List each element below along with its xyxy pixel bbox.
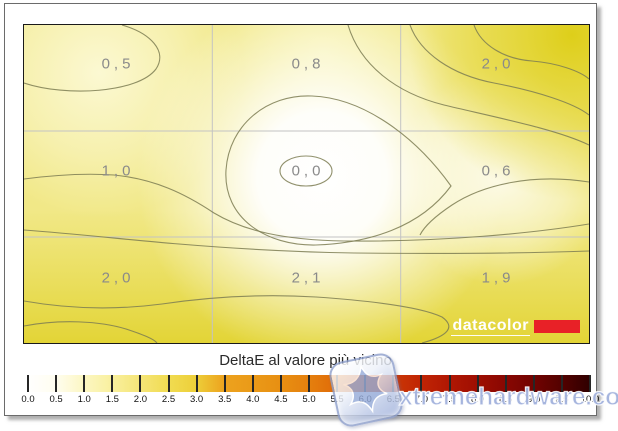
colorbar-tick xyxy=(392,375,395,392)
colorbar-tick xyxy=(420,375,423,392)
colorbar-tick xyxy=(279,375,282,392)
colorbar-labels: 0.0 0.5 1.0 1.5 2.0 2.5 3.0 3.5 4.0 4.5 5.0 5.5 6.0 6… xyxy=(21,394,599,406)
colorbar-tick xyxy=(83,375,86,392)
colorbar-tick-label: 2.0 xyxy=(133,394,147,405)
value-label: 0,8 xyxy=(291,55,325,73)
guide-grid xyxy=(24,25,589,343)
colorbar-tick-label: 3.5 xyxy=(218,394,232,405)
colorbar-tick-label: 8.5 xyxy=(499,394,513,405)
colorbar-tick-label: 8.0 xyxy=(470,394,485,405)
value-label: 0,6 xyxy=(481,162,515,180)
colorbar-tick-label: 6.0 xyxy=(358,394,372,405)
colorbar-tick xyxy=(336,375,339,392)
value-label: 0,0 xyxy=(291,162,325,180)
datacolor-logo-red-bar xyxy=(534,320,580,333)
colorbar-tick xyxy=(55,375,58,392)
colorbar-tick-label: 1.5 xyxy=(105,394,119,405)
colorbar-tick-label: 1.0 xyxy=(77,394,91,405)
colorbar-tick-label: 0.5 xyxy=(49,394,63,405)
colorbar-tick-label: 0.0 xyxy=(21,394,35,405)
datacolor-logo-text: datacolor xyxy=(451,317,530,336)
colorbar-tick-label: 10.0 xyxy=(580,394,600,405)
colorbar-tick xyxy=(251,375,254,392)
colorbar-tick xyxy=(504,375,507,392)
contour-lines xyxy=(24,25,589,343)
colorbar-tick xyxy=(589,375,591,392)
value-label: 0,5 xyxy=(101,55,135,73)
colorbar-tick-label: 9.5 xyxy=(555,394,569,405)
colorbar-tick xyxy=(560,375,563,392)
field-topright-yellow xyxy=(24,25,589,343)
datacolor-logo: datacolor xyxy=(451,317,580,336)
colorbar-tick-label: 7.0 xyxy=(414,394,428,405)
value-label: 1,0 xyxy=(101,162,135,180)
colorbar-tick-label: 6.5 xyxy=(386,394,400,405)
contour-plot: 0,5 0,8 2,0 1,0 0,0 0,6 2,0 2,1 1,9 data… xyxy=(23,24,590,344)
colorbar: 0.0 0.5 1.0 1.5 2.0 2.5 3.0 3.5 4.0 4.5 5.0 5.5 6.0 6… xyxy=(21,375,599,405)
colorbar-tick-label: 4.0 xyxy=(246,394,260,405)
colorbar-tick xyxy=(111,375,114,392)
colorbar-tick xyxy=(139,375,142,392)
colorbar-tick xyxy=(476,375,479,392)
contour-surface xyxy=(24,25,589,343)
colorbar-tick xyxy=(223,375,226,392)
colorbar-tick xyxy=(448,375,451,392)
value-label: 2,0 xyxy=(101,269,135,287)
colorbar-title: DeltaE al valore più vicino xyxy=(219,352,392,369)
value-label: 1,9 xyxy=(481,269,515,287)
colorbar-tick-label: 5.5 xyxy=(330,394,344,405)
colorbar-tick xyxy=(364,375,367,392)
colorbar-ticks xyxy=(27,375,591,392)
colorbar-tick-label: 5.0 xyxy=(302,394,316,405)
value-label: 2,0 xyxy=(481,55,515,73)
colorbar-tick xyxy=(308,375,310,392)
colorbar-tick-label: 4.5 xyxy=(274,394,288,405)
value-label: 2,1 xyxy=(291,269,325,287)
colorbar-tick-label: 9.0 xyxy=(527,394,541,405)
colorbar-tick xyxy=(27,375,29,392)
colorbar-tick-label: 7.5 xyxy=(442,394,457,405)
colorbar-tick-label: 2.5 xyxy=(161,394,176,405)
colorbar-tick xyxy=(167,375,170,392)
colorbar-tick xyxy=(532,375,535,392)
colorbar-tick xyxy=(195,375,198,392)
colorbar-tick-label: 3.0 xyxy=(189,394,204,405)
